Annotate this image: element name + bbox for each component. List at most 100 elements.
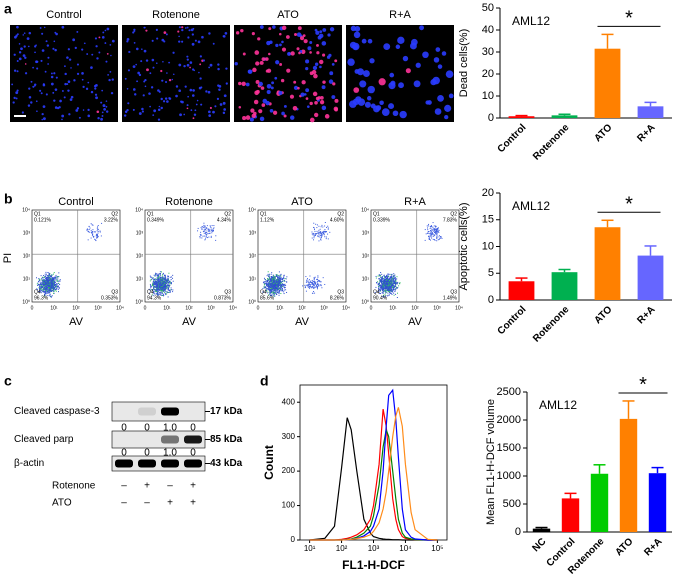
event: [277, 278, 279, 280]
cell: [41, 32, 44, 35]
event: [425, 233, 427, 235]
event: [153, 278, 155, 280]
x-tick-label: 10³: [207, 305, 215, 311]
event: [93, 235, 95, 237]
event: [378, 287, 380, 289]
event: [380, 275, 382, 277]
cell: [13, 53, 16, 56]
event: [273, 276, 275, 278]
cell: [103, 107, 106, 111]
event: [312, 292, 314, 294]
cell: [306, 105, 310, 108]
cell: [290, 51, 295, 56]
event: [153, 281, 155, 283]
event: [381, 287, 383, 289]
cell: [222, 35, 226, 38]
event: [325, 231, 327, 233]
y-tick-label: 40: [482, 24, 494, 36]
event: [47, 295, 49, 297]
event: [44, 277, 46, 279]
event: [273, 286, 275, 288]
cell: [199, 77, 202, 80]
event: [203, 235, 205, 237]
cell: [188, 29, 191, 32]
event: [385, 289, 387, 291]
event: [155, 290, 157, 292]
event: [42, 285, 44, 287]
event: [39, 280, 41, 282]
event: [275, 292, 277, 294]
event: [154, 278, 156, 280]
cell: [445, 70, 454, 78]
event: [284, 283, 286, 285]
event: [393, 275, 395, 277]
x-tick-label: ATO: [592, 122, 614, 144]
bar: [551, 272, 578, 300]
cell: [102, 31, 105, 34]
cell: [76, 63, 80, 66]
event: [319, 280, 321, 282]
event: [389, 283, 391, 285]
event: [377, 282, 379, 284]
event: [45, 278, 47, 280]
cell: [140, 60, 143, 63]
event: [311, 282, 313, 284]
event: [386, 285, 388, 287]
event: [155, 280, 157, 282]
event: [159, 271, 161, 273]
x-tick-label: 0: [257, 305, 260, 311]
event: [432, 222, 434, 224]
event: [164, 283, 166, 285]
event: [387, 273, 389, 275]
event: [274, 288, 276, 290]
event: [154, 289, 156, 291]
event: [206, 227, 208, 229]
event: [384, 278, 386, 280]
cell: [111, 78, 114, 81]
event: [272, 281, 274, 283]
event: [391, 277, 393, 279]
cell: [242, 116, 247, 121]
event: [318, 284, 320, 286]
event: [271, 288, 273, 290]
cell: [192, 117, 195, 120]
event: [169, 280, 171, 282]
event: [391, 273, 393, 275]
event: [165, 280, 167, 282]
event: [384, 276, 386, 278]
event: [155, 283, 157, 285]
event: [91, 224, 93, 226]
event: [387, 278, 389, 280]
event: [391, 281, 393, 283]
annotation: AML12: [512, 14, 550, 28]
y-tick-label: 10⁴: [135, 207, 143, 213]
event: [90, 237, 92, 239]
event: [164, 288, 166, 290]
cell: [34, 51, 36, 54]
event: [322, 232, 324, 234]
event: [399, 282, 401, 284]
event: [47, 280, 49, 282]
event: [381, 292, 383, 294]
cell: [315, 96, 320, 101]
cell: [166, 100, 169, 103]
quant-label: 1.0: [163, 423, 177, 434]
event: [267, 284, 269, 286]
y-tick-label: 1000: [497, 470, 521, 482]
cell: [186, 55, 189, 58]
y-tick-label: 0: [515, 526, 521, 538]
event: [48, 274, 50, 276]
event: [165, 288, 167, 290]
event: [47, 287, 49, 289]
event: [45, 284, 47, 286]
event: [204, 239, 206, 241]
event: [276, 277, 278, 279]
cell: [82, 85, 85, 89]
event: [50, 275, 52, 277]
event: [43, 285, 45, 287]
event: [172, 277, 174, 279]
cell: [359, 80, 367, 88]
event: [207, 233, 209, 235]
event: [395, 286, 397, 288]
event: [50, 286, 52, 288]
